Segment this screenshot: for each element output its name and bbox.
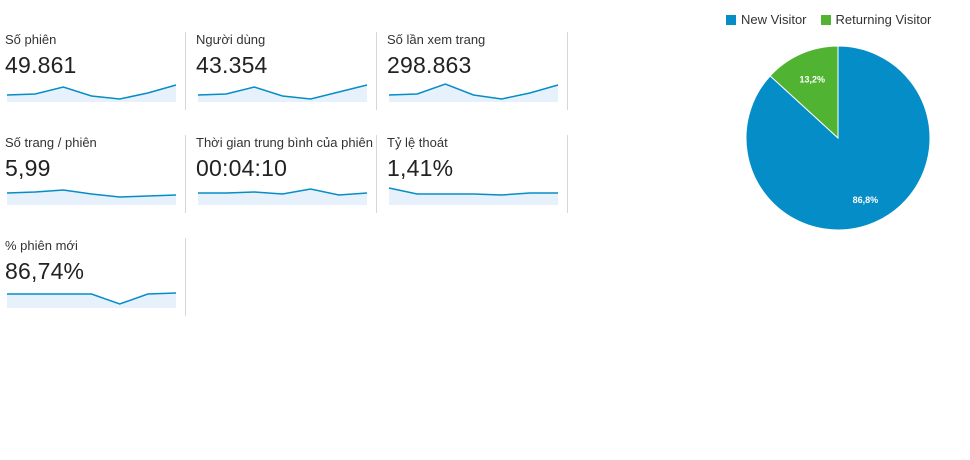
sparkline-area (7, 293, 176, 308)
divider (185, 238, 186, 316)
divider (567, 135, 568, 213)
sparkline (388, 83, 559, 102)
metric-label: Người dùng (196, 32, 266, 47)
metric-new-sessions[interactable]: % phiên mới 86,74% (5, 238, 180, 316)
sparkline-area (198, 189, 367, 205)
legend-item-returning-visitor[interactable]: Returning Visitor (820, 12, 932, 27)
metric-label: % phiên mới (5, 238, 78, 253)
metric-value: 43.354 (196, 52, 268, 78)
metric-bounce-rate[interactable]: Tỷ lệ thoát 1,41% (387, 135, 562, 213)
divider (185, 135, 186, 213)
sparkline-line (6, 84, 177, 100)
metric-label: Số trang / phiên (5, 135, 97, 150)
sparkline-area (389, 84, 558, 102)
legend-label: Returning Visitor (835, 12, 932, 27)
metric-value: 86,74% (5, 258, 85, 284)
metric-sessions[interactable]: Số phiên 49.861 (5, 32, 180, 110)
sparkline-area (198, 85, 367, 102)
metric-pages-per-session[interactable]: Số trang / phiên 5,99 (5, 135, 180, 213)
legend-swatch (820, 14, 831, 25)
metric-users[interactable]: Người dùng 43.354 (196, 32, 371, 110)
sparkline-line (388, 83, 559, 100)
pie-slice-label: 86,8% (853, 195, 879, 205)
metric-label: Thời gian trung bình của phiên (196, 135, 373, 150)
visitor-pie-chart: 13,2% 86,8% (745, 45, 931, 231)
metric-value: 1,41% (387, 155, 454, 181)
sparkline-line (197, 84, 368, 100)
sparkline-line (198, 188, 368, 196)
sparkline (7, 292, 177, 308)
sparkline-area (7, 190, 176, 205)
sparkline-line (6, 189, 177, 198)
metric-label: Tỷ lệ thoát (387, 135, 448, 150)
metric-label: Số phiên (5, 32, 57, 47)
divider (376, 135, 377, 213)
pie-slice-label: 13,2% (799, 74, 825, 84)
sparkline (388, 187, 558, 205)
pie-slice-returning-visitor (769, 45, 839, 140)
divider (185, 32, 186, 110)
metric-value: 49.861 (5, 52, 77, 78)
legend-label: New Visitor (741, 12, 807, 27)
sparkline (6, 189, 177, 205)
sparkline (6, 84, 177, 102)
sparkline-line (7, 292, 177, 305)
legend-item-new-visitor[interactable]: New Visitor (726, 12, 807, 27)
metric-avg-session-duration[interactable]: Thời gian trung bình của phiên 00:04:10 (196, 135, 373, 213)
sparkline (197, 84, 368, 102)
metric-label: Số lần xem trang (387, 32, 486, 47)
sparkline (198, 188, 368, 205)
sparkline-line (388, 187, 558, 196)
pie-legend: New Visitor Returning Visitor (726, 12, 931, 27)
legend-swatch (726, 14, 736, 25)
metric-value: 00:04:10 (196, 155, 288, 181)
sparkline-area (389, 188, 558, 205)
metric-value: 5,99 (5, 155, 51, 181)
metric-pageviews[interactable]: Số lần xem trang 298.863 (387, 32, 562, 110)
sparkline-area (7, 85, 176, 102)
divider (376, 32, 377, 110)
divider (567, 32, 568, 110)
metric-value: 298.863 (387, 52, 472, 78)
